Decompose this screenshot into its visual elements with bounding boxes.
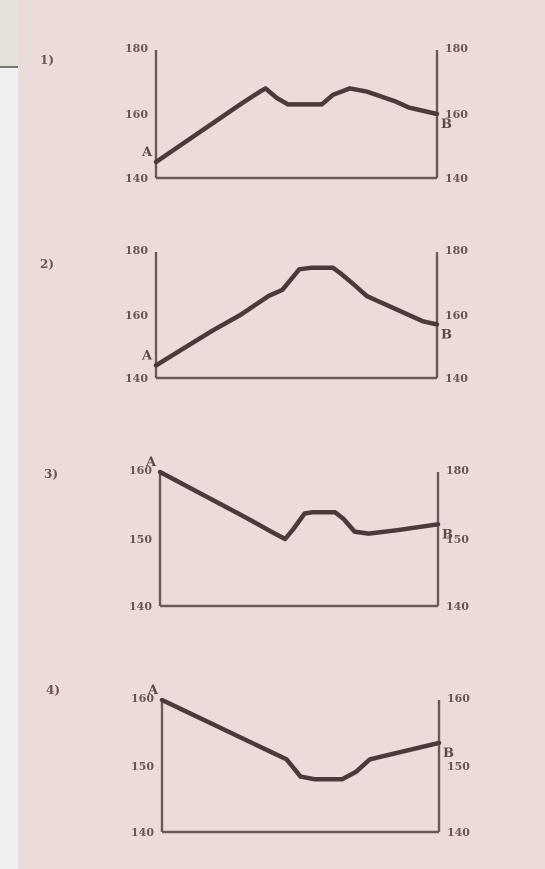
point-a-label: A [145,455,157,470]
point-b-label: B [442,527,453,542]
top-rule [0,66,18,68]
profile-line-1 [153,86,440,165]
point-b-label: B [441,327,452,342]
point-a-label: A [141,348,153,363]
left-tick-label: 180 [125,244,148,257]
right-tick-label: 180 [445,244,468,257]
left-tick-label: 160 [125,309,148,322]
plot-label-3: 3) [44,467,58,481]
right-tick-label: 140 [446,600,469,613]
point-b-label: B [441,117,452,132]
left-tick-label: 160 [125,108,148,121]
right-tick-label: 160 [447,692,470,705]
plot-label-2: 2) [40,257,54,271]
point-a-label: A [147,683,159,698]
right-tick-label: 140 [447,826,470,839]
paper-background [18,0,545,869]
left-tick-label: 180 [125,42,148,55]
right-tick-label: 160 [445,309,468,322]
left-tick-label: 140 [131,826,154,839]
right-tick-label: 160 [445,108,468,121]
point-b-label: B [443,746,454,761]
profile-line-4 [159,697,442,782]
plot-label-4: 4) [46,683,60,697]
left-tick-label: 140 [129,600,152,613]
profile-line-3 [157,469,441,542]
left-tick-label: 160 [129,464,152,477]
left-tick-label: 150 [129,533,152,546]
plot-label-1: 1) [40,53,54,67]
right-tick-label: 140 [445,172,468,185]
right-tick-label: 150 [447,760,470,773]
left-tick-label: 150 [131,760,154,773]
left-tick-label: 160 [131,692,154,705]
right-tick-label: 180 [445,42,468,55]
point-a-label: A [141,145,153,160]
right-tick-label: 140 [445,372,468,385]
profile-line-2 [153,265,440,368]
left-margin [0,68,18,869]
right-tick-label: 180 [446,464,469,477]
left-tick-label: 140 [125,372,148,385]
right-tick-label: 150 [446,533,469,546]
left-tick-label: 140 [125,172,148,185]
